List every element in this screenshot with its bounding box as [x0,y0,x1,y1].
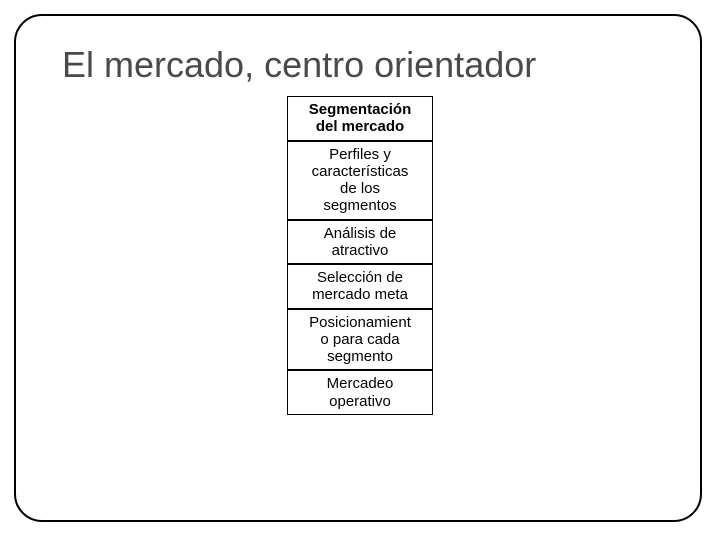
flow-node-line: del mercado [316,118,404,135]
flow-node-line: Segmentación [309,101,412,118]
flow-node-n1: Segmentacióndel mercado [287,96,433,141]
flow-node-line: Posicionamient [309,314,411,331]
flow-node-n4: Selección demercado meta [287,264,433,309]
flow-node-line: características [312,163,409,180]
flow-node-line: segmento [327,348,393,365]
flow-node-line: segmentos [323,197,396,214]
flow-node-line: Análisis de [324,225,397,242]
flow-node-n6: Mercadeooperativo [287,370,433,415]
page-title: El mercado, centro orientador [62,44,536,86]
flowchart-container: Segmentacióndel mercadoPerfiles ycaracte… [0,96,720,415]
flow-node-line: Selección de [317,269,403,286]
flow-node-line: Perfiles y [329,146,391,163]
flow-node-line: mercado meta [312,286,408,303]
flow-node-line: de los [340,180,380,197]
flow-node-line: Mercadeo [327,375,394,392]
flow-node-n3: Análisis deatractivo [287,220,433,265]
flow-node-line: o para cada [320,331,399,348]
flow-node-line: atractivo [332,242,389,259]
flow-node-line: operativo [329,393,391,410]
flow-node-n5: Posicionamiento para cadasegmento [287,309,433,371]
flow-node-n2: Perfiles ycaracterísticasde lossegmentos [287,141,433,220]
